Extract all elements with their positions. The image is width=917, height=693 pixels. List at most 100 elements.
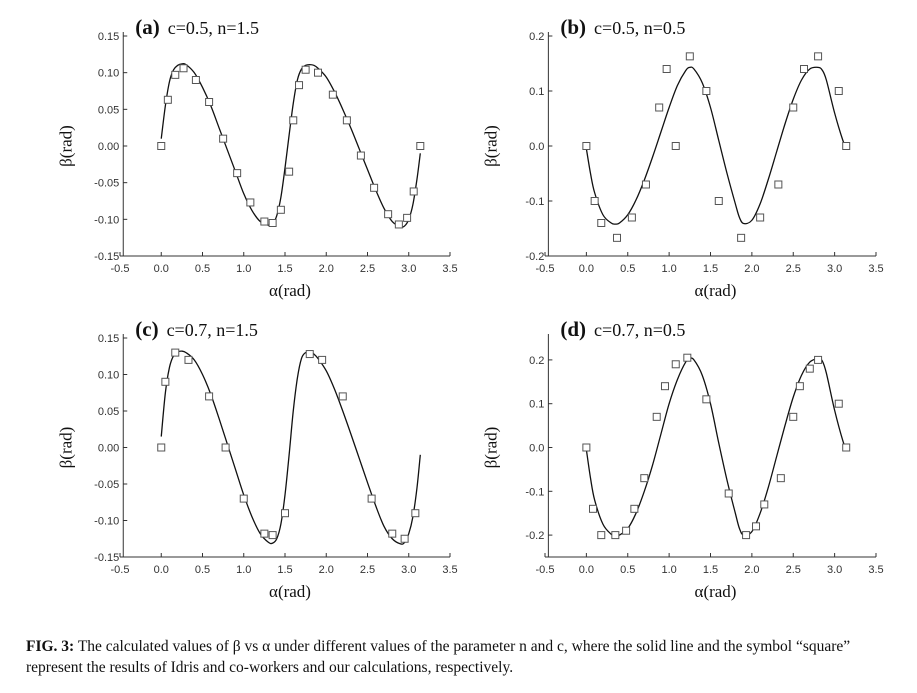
square-marker — [338, 392, 347, 401]
panel-params: c=0.7, n=1.5 — [167, 320, 258, 340]
square-marker — [281, 509, 289, 518]
x-tick-label: 2.0 — [744, 263, 759, 275]
panel-params: c=0.7, n=0.5 — [594, 320, 685, 340]
chart-panel-4: -0.5 0.0 0.5 1.0 1.5 2.0 2.5 3.0 3.5 -0.2 -0.1 0.0 0… — [481, 317, 883, 601]
square-marker — [161, 377, 170, 386]
square-marker — [588, 504, 597, 513]
square-marker — [655, 103, 664, 112]
square-marker — [219, 134, 228, 143]
panel-letter: (a) — [135, 15, 160, 39]
square-marker — [683, 353, 692, 362]
figure-canvas: -0.5 0.0 0.5 1.0 1.5 2.0 2.5 3.0 3.5 -0.15 -0.10 -0… — [56, 15, 883, 601]
x-axis-label: α(rad) — [269, 582, 311, 601]
square-marker — [260, 529, 269, 538]
square-marker — [301, 65, 310, 74]
square-marker — [814, 52, 823, 61]
square-marker — [834, 87, 843, 95]
y-tick-label: 0.0 — [529, 141, 544, 153]
x-tick-label: -0.5 — [111, 564, 130, 576]
square-marker — [268, 531, 277, 540]
series-line — [585, 66, 847, 225]
panel-title: (a) c=0.5, n=1.5 — [135, 15, 259, 39]
square-marker — [752, 522, 761, 531]
x-tick-label: 1.0 — [236, 263, 251, 275]
square-marker — [742, 531, 751, 540]
y-axis-label: β(rad) — [56, 427, 75, 469]
y-tick-label: 0.15 — [98, 333, 119, 345]
y-tick-label: 0.00 — [98, 443, 119, 455]
square-marker — [179, 64, 188, 73]
x-tick-label: 3.5 — [868, 263, 883, 275]
square-marker — [221, 443, 230, 452]
square-marker — [671, 360, 680, 369]
square-marker — [582, 443, 591, 452]
square-marker — [403, 213, 412, 222]
caption-label: FIG. 3: — [26, 638, 75, 655]
square-marker — [171, 348, 180, 357]
square-marker — [356, 151, 365, 160]
y-axis-label: β(rad) — [481, 427, 500, 469]
x-tick-label: 2.5 — [360, 263, 375, 275]
y-tick-label: -0.1 — [525, 196, 544, 208]
square-marker — [597, 219, 606, 227]
x-tick-label: -0.5 — [536, 263, 555, 275]
square-marker — [842, 142, 851, 150]
y-tick-label: 0.2 — [529, 355, 544, 367]
y-tick-label: 0.1 — [529, 399, 544, 411]
x-tick-label: -0.5 — [111, 263, 130, 275]
square-marker — [239, 494, 248, 503]
y-tick-label: -0.05 — [94, 178, 119, 190]
chart-panel-1: -0.5 0.0 0.5 1.0 1.5 2.0 2.5 3.0 3.5 -0.15 -0.10 -0… — [56, 15, 457, 300]
square-marker — [314, 68, 322, 77]
x-tick-label: 2.0 — [319, 263, 334, 275]
square-marker — [268, 219, 277, 227]
square-marker — [660, 382, 669, 391]
x-tick-label: 1.0 — [661, 564, 676, 576]
y-tick-label: -0.2 — [525, 251, 544, 263]
square-marker — [411, 509, 420, 518]
y-tick-label: 0.05 — [98, 406, 119, 418]
series-line — [160, 62, 421, 228]
x-axis-label: α(rad) — [695, 281, 737, 300]
square-marker — [760, 500, 769, 509]
series-line — [585, 357, 847, 537]
y-axis-label: β(rad) — [481, 125, 500, 167]
x-tick-label: 1.5 — [277, 263, 292, 275]
panel-title: (d) c=0.7, n=0.5 — [560, 317, 685, 341]
x-tick-label: 2.0 — [319, 564, 334, 576]
square-marker — [285, 167, 294, 176]
square-marker — [597, 531, 606, 540]
x-tick-label: 3.0 — [401, 263, 416, 275]
square-marker — [737, 233, 746, 242]
square-marker — [328, 90, 337, 99]
y-tick-label: 0.1 — [529, 86, 544, 98]
square-marker — [795, 382, 804, 391]
square-marker — [246, 198, 255, 207]
caption-text: The calculated values of β vs α under di… — [26, 638, 851, 676]
square-marker — [318, 355, 327, 364]
square-marker — [416, 142, 425, 150]
x-tick-label: 0.0 — [154, 564, 169, 576]
square-marker — [370, 183, 379, 192]
square-marker — [756, 213, 765, 222]
square-marker — [163, 95, 172, 104]
square-marker — [774, 180, 783, 189]
x-tick-label: -0.5 — [536, 564, 555, 576]
square-marker — [157, 142, 166, 150]
square-marker — [612, 233, 621, 242]
square-marker — [171, 70, 180, 79]
x-tick-label: 3.5 — [868, 564, 883, 576]
x-tick-label: 0.5 — [620, 263, 635, 275]
y-tick-label: 0.0 — [529, 443, 544, 455]
figure-caption: FIG. 3: The calculated values of β vs α … — [26, 636, 906, 678]
square-marker — [789, 412, 798, 421]
y-tick-label: -0.10 — [94, 516, 119, 528]
square-marker — [702, 395, 711, 404]
chart-panel-2: -0.5 0.0 0.5 1.0 1.5 2.0 2.5 3.0 3.5 -0.2 -0.1 0.0 0… — [481, 15, 883, 300]
square-marker — [776, 474, 785, 483]
x-tick-label: 1.5 — [703, 263, 718, 275]
square-marker — [652, 412, 661, 421]
x-tick-label: 1.0 — [236, 564, 251, 576]
y-tick-label: -0.2 — [525, 530, 544, 542]
square-marker — [305, 350, 314, 359]
